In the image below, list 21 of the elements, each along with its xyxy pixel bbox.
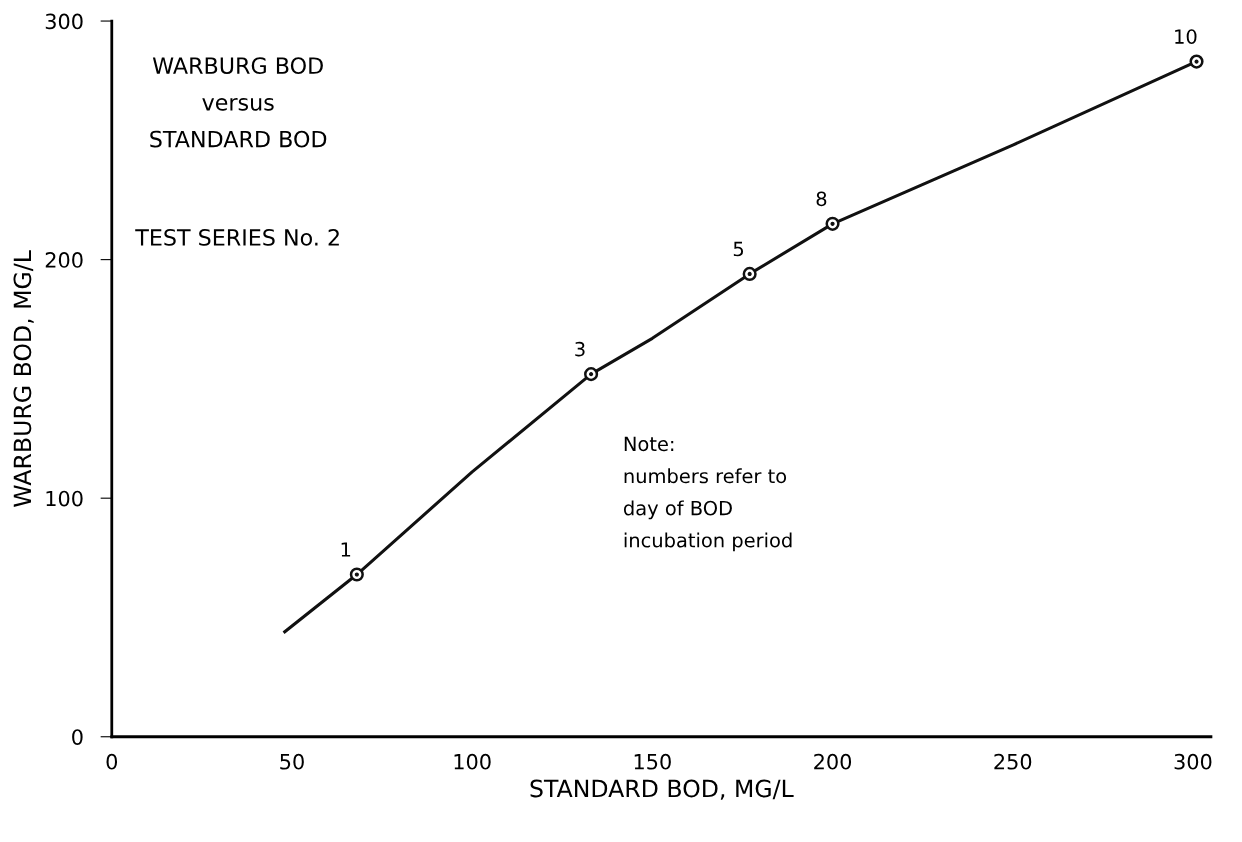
x-tick-label: 200	[814, 753, 852, 770]
y-tick-label: 200	[45, 252, 83, 268]
annotation: 8	[816, 191, 827, 207]
annotation: 5	[733, 241, 744, 257]
annotation: 3	[575, 341, 585, 357]
y-axis-title: WARBURG BOD, MG/L	[13, 250, 34, 507]
annotation: 10	[1175, 29, 1197, 44]
x-tick-label: 300	[1174, 753, 1212, 770]
x-tick-label: 150	[634, 753, 671, 770]
y-tick-label: 300	[45, 13, 83, 30]
x-tick-label: 0	[106, 753, 118, 770]
text: TEST SERIES No. 2	[135, 229, 339, 246]
annotation: Note: numbers refer to day of BOD incubation period	[623, 436, 792, 552]
x-axis-title: STANDARD BOD, MG/L	[530, 779, 794, 800]
y-tick-label: 100	[46, 490, 83, 507]
text: WARBURG BOD versus STANDARD BOD	[150, 57, 327, 148]
x-tick-label: 50	[280, 753, 304, 770]
x-tick-label: 250	[994, 753, 1032, 770]
y-tick-label: 0	[72, 729, 83, 745]
annotation: 1	[341, 542, 351, 557]
x-tick-label: 100	[454, 753, 491, 770]
